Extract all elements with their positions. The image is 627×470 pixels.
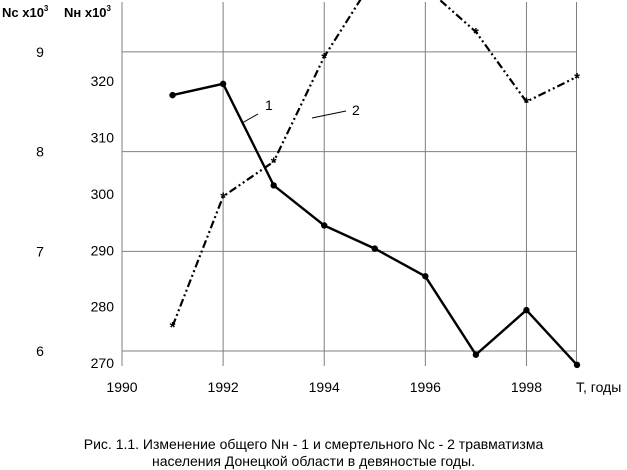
left-tick-label-9: 9 — [36, 44, 44, 60]
series-2-point-1998: * — [524, 95, 530, 112]
x-tick-label-1990: 1990 — [106, 379, 137, 395]
series-2-point-1999: * — [574, 70, 580, 87]
series-2-leader — [311, 110, 347, 119]
x-tick-label-1994: 1994 — [309, 379, 340, 395]
right-axis-ticks: 320 310 300 290 280 270 — [91, 73, 115, 371]
figure-caption-line-1: Рис. 1.1. Изменение общего Nн - 1 и смер… — [83, 436, 544, 452]
x-tick-label-1998: 1998 — [511, 379, 542, 395]
series-1-point-1992 — [219, 80, 227, 88]
left-axis-title-exponent: 3 — [44, 4, 49, 13]
series-1-point-1993 — [270, 182, 277, 189]
left-tick-label-7: 7 — [36, 243, 44, 259]
series-1-point-1994 — [321, 222, 328, 229]
right-tick-label-300: 300 — [91, 186, 115, 202]
x-axis-ticks: 1990 1992 1994 1996 1998 — [106, 379, 542, 395]
series-1-label: 1 — [265, 97, 273, 113]
right-tick-label-280: 280 — [91, 299, 115, 315]
series-2-point-1991: * — [170, 319, 176, 336]
x-tick-label-1996: 1996 — [410, 379, 441, 395]
series-1-point-1991 — [169, 91, 176, 99]
figure-caption-line-2: населения Донецкой области в девяностые … — [151, 453, 476, 469]
series-1-point-1998 — [523, 306, 530, 314]
series-2-label: 2 — [352, 102, 360, 118]
right-axis-title-text: Nн x10 — [64, 5, 107, 20]
right-axis-title-exponent: 3 — [107, 4, 112, 13]
right-tick-label-270: 270 — [91, 355, 115, 371]
x-axis-title: T, годы — [576, 379, 621, 395]
series-1-line — [172, 82, 578, 366]
right-tick-label-320: 320 — [91, 73, 115, 89]
series-2-line — [171, 0, 578, 327]
right-tick-label-310: 310 — [91, 129, 115, 145]
x-tick-label-1992: 1992 — [208, 379, 239, 395]
left-axis-title-text: Nc x10 — [2, 5, 44, 20]
series-layer: ********* — [169, 0, 581, 369]
series-1-point-1996 — [422, 273, 429, 280]
series-1 — [169, 80, 581, 369]
right-axis-title: Nн x103 — [64, 4, 112, 20]
series-2-point-1992: * — [220, 189, 226, 206]
series-1-point-1999 — [573, 361, 581, 369]
left-tick-label-8: 8 — [36, 144, 44, 160]
series-1-point-1997 — [472, 351, 480, 358]
series-1-leader — [241, 113, 259, 124]
series-1-point-1995 — [371, 245, 378, 252]
left-axis-title: Nc x103 — [2, 4, 49, 20]
left-tick-label-6: 6 — [36, 343, 44, 359]
series-2-point-1997: * — [473, 25, 479, 42]
right-tick-label-290: 290 — [91, 242, 115, 258]
series-2: ********* — [170, 0, 580, 336]
grid-lines — [121, 2, 577, 366]
series-2-point-1994: * — [321, 50, 327, 67]
left-axis-ticks: 9 8 7 6 — [36, 44, 44, 359]
series-2-point-1993: * — [271, 155, 277, 172]
